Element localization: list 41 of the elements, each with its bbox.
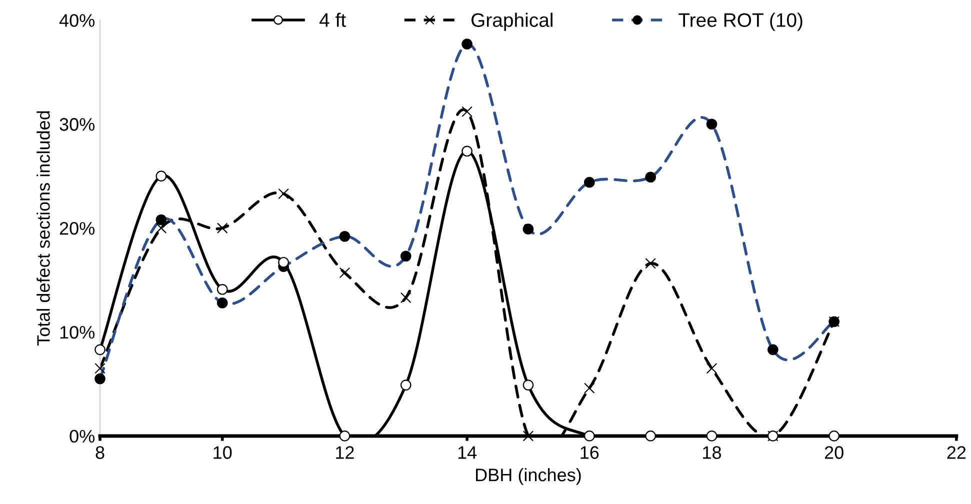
x-tick-label: 8 bbox=[96, 446, 104, 459]
y-axis-title: Total defect sections included bbox=[36, 111, 50, 346]
point bbox=[94, 344, 106, 356]
point bbox=[522, 430, 534, 442]
y-tick-label: 10% bbox=[60, 326, 95, 339]
point bbox=[339, 430, 350, 442]
y-tick-label: 0% bbox=[70, 430, 95, 443]
x-tick-label: 12 bbox=[336, 446, 354, 459]
x-axis-title: DBH (inches) bbox=[476, 468, 581, 485]
point bbox=[706, 430, 718, 442]
point bbox=[94, 362, 106, 374]
legend-label: Graphical bbox=[471, 12, 552, 31]
point bbox=[462, 106, 472, 118]
point bbox=[216, 284, 228, 295]
x-tick-label: 16 bbox=[580, 446, 599, 459]
point bbox=[828, 430, 840, 442]
x-tick-label: 22 bbox=[947, 446, 966, 459]
legend-label: Tree ROT (10) bbox=[678, 12, 802, 31]
point bbox=[522, 380, 534, 390]
point bbox=[339, 267, 350, 278]
point bbox=[706, 362, 718, 374]
point bbox=[278, 188, 289, 200]
x-tick-label: 20 bbox=[824, 446, 844, 459]
point bbox=[400, 380, 412, 390]
x-tick-label: 18 bbox=[703, 446, 721, 459]
y-tick-label: 20% bbox=[60, 222, 95, 235]
x-tick-label: 14 bbox=[458, 446, 477, 459]
x-tick-label: 10 bbox=[214, 446, 232, 459]
y-tick-label: 30% bbox=[60, 118, 95, 131]
point bbox=[645, 258, 656, 269]
point bbox=[645, 430, 656, 442]
y-tick-label: 40% bbox=[59, 14, 95, 27]
point bbox=[216, 222, 228, 234]
legend-label: 4 ft bbox=[320, 12, 346, 27]
point bbox=[584, 430, 595, 442]
point bbox=[462, 146, 472, 157]
point bbox=[156, 222, 167, 234]
point bbox=[400, 292, 412, 304]
point bbox=[584, 382, 595, 394]
point bbox=[156, 170, 167, 182]
point bbox=[278, 256, 289, 268]
